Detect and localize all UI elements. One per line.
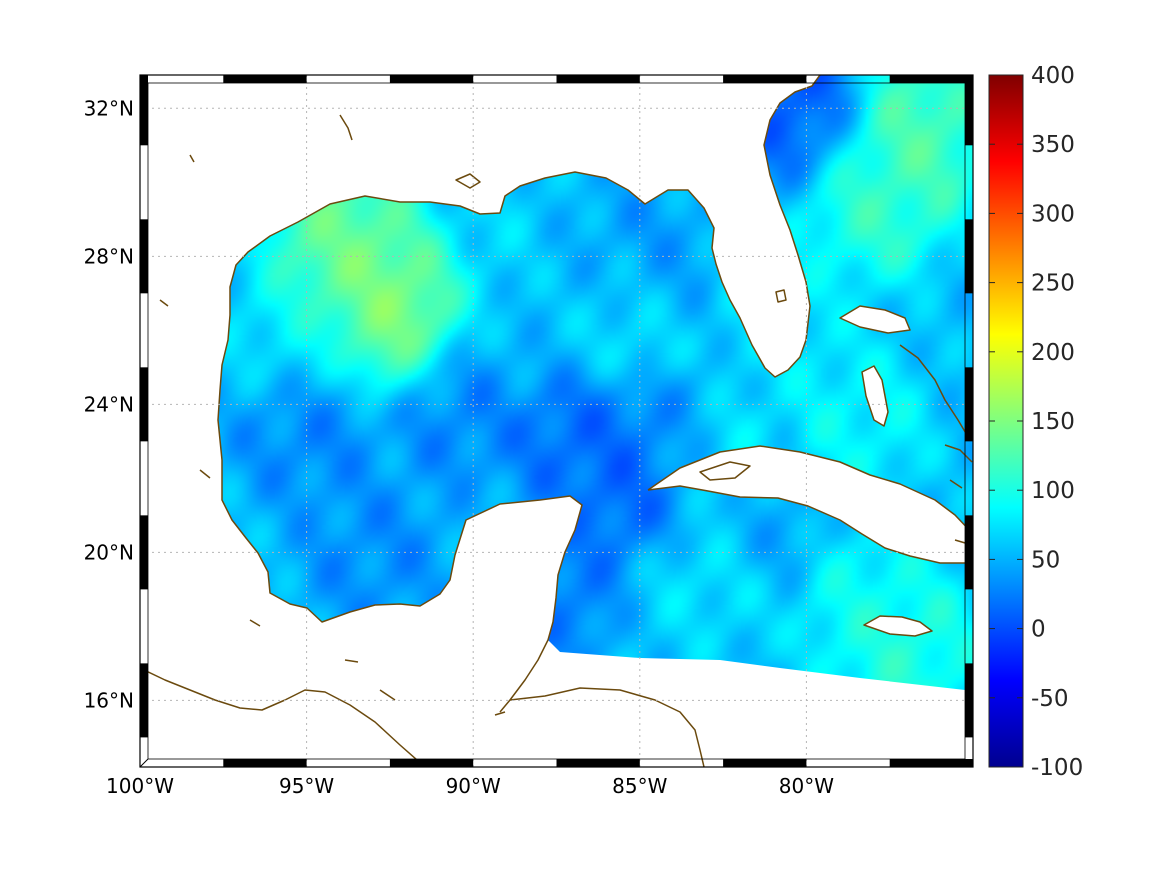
coastline-cuba <box>647 445 973 564</box>
frame-stripe <box>723 759 807 767</box>
x-tick-label: 80°W <box>779 774 834 798</box>
coastline-gulf <box>217 75 821 713</box>
colorbar-tick-label: 200 <box>1031 340 1075 366</box>
coastline-andros <box>861 365 889 427</box>
land-bahamas <box>840 306 910 333</box>
y-tick-label: 20°N <box>84 540 134 564</box>
frame-stripe <box>889 75 973 83</box>
frame-stripe <box>389 759 474 767</box>
frame-stripe <box>556 759 640 767</box>
coastline-honduras <box>509 687 705 767</box>
colorbar-tick-label: 50 <box>1031 547 1060 573</box>
frame-stripe <box>140 515 148 590</box>
colorbar-ticks: 400 350 300 250 200 150 100 50 0 -50 -100 <box>989 63 1083 781</box>
coastline-eleuthera <box>899 344 971 441</box>
map-frame <box>139 74 974 768</box>
colorbar-tick-label: -100 <box>1031 755 1083 781</box>
x-tick-label: 90°W <box>446 774 501 798</box>
frame-stripe <box>223 759 307 767</box>
gridlines <box>140 75 973 767</box>
colorbar: 400 350 300 250 200 150 100 50 0 -50 -100 <box>988 63 1083 781</box>
coastline-jamaica <box>863 615 933 637</box>
frame-stripe <box>965 75 973 146</box>
land-mask <box>140 75 973 767</box>
colorbar-tick-label: 400 <box>1031 63 1075 89</box>
y-tick-labels: 16°N 20°N 24°N 28°N 32°N <box>84 96 134 712</box>
x-tick-label: 85°W <box>612 774 667 798</box>
frame-stripes <box>140 75 973 767</box>
y-tick-label: 28°N <box>84 244 134 268</box>
coastline-misc <box>159 114 506 716</box>
colorbar-tick-label: 300 <box>1031 201 1075 227</box>
frame-stripe <box>140 75 148 146</box>
colorbar-tick-label: 250 <box>1031 271 1075 297</box>
y-tick-label: 32°N <box>84 96 134 120</box>
frame-stripe <box>223 75 307 83</box>
x-tick-label: 100°W <box>106 774 174 798</box>
frame-stripe <box>965 515 973 590</box>
map-area <box>140 75 973 767</box>
y-tick-label: 16°N <box>84 688 134 712</box>
frame-stripe <box>889 759 973 767</box>
land-north-america <box>140 75 973 767</box>
coastline-cuba-lagoon <box>699 461 751 481</box>
y-tick-label: 24°N <box>84 392 134 416</box>
x-tick-label: 95°W <box>279 774 334 798</box>
coastline-bahamas <box>839 305 911 334</box>
colorbar-tick-label: 0 <box>1031 617 1046 643</box>
frame-stripe <box>389 75 474 83</box>
frame-stripe <box>723 75 807 83</box>
frame-stripe <box>965 219 973 294</box>
frame-stripe <box>556 75 640 83</box>
colorbar-tick-label: 350 <box>1031 132 1075 158</box>
coastline-lake-okeechobee <box>775 289 787 303</box>
coastline-lake-pontchartrain <box>455 173 481 189</box>
frame-stripe <box>140 219 148 294</box>
frame-stripe <box>965 367 973 442</box>
x-tick-labels: 100°W 95°W 90°W 85°W 80°W <box>106 774 834 798</box>
frame-stripe <box>140 663 148 738</box>
colorbar-tick-label: 150 <box>1031 409 1075 435</box>
frame-stripe <box>140 367 148 442</box>
colorbar-tick-label: 100 <box>1031 478 1075 504</box>
land-cuba <box>648 446 973 563</box>
colorbar-tick-label: -50 <box>1031 686 1069 712</box>
frame-stripe <box>965 663 973 738</box>
